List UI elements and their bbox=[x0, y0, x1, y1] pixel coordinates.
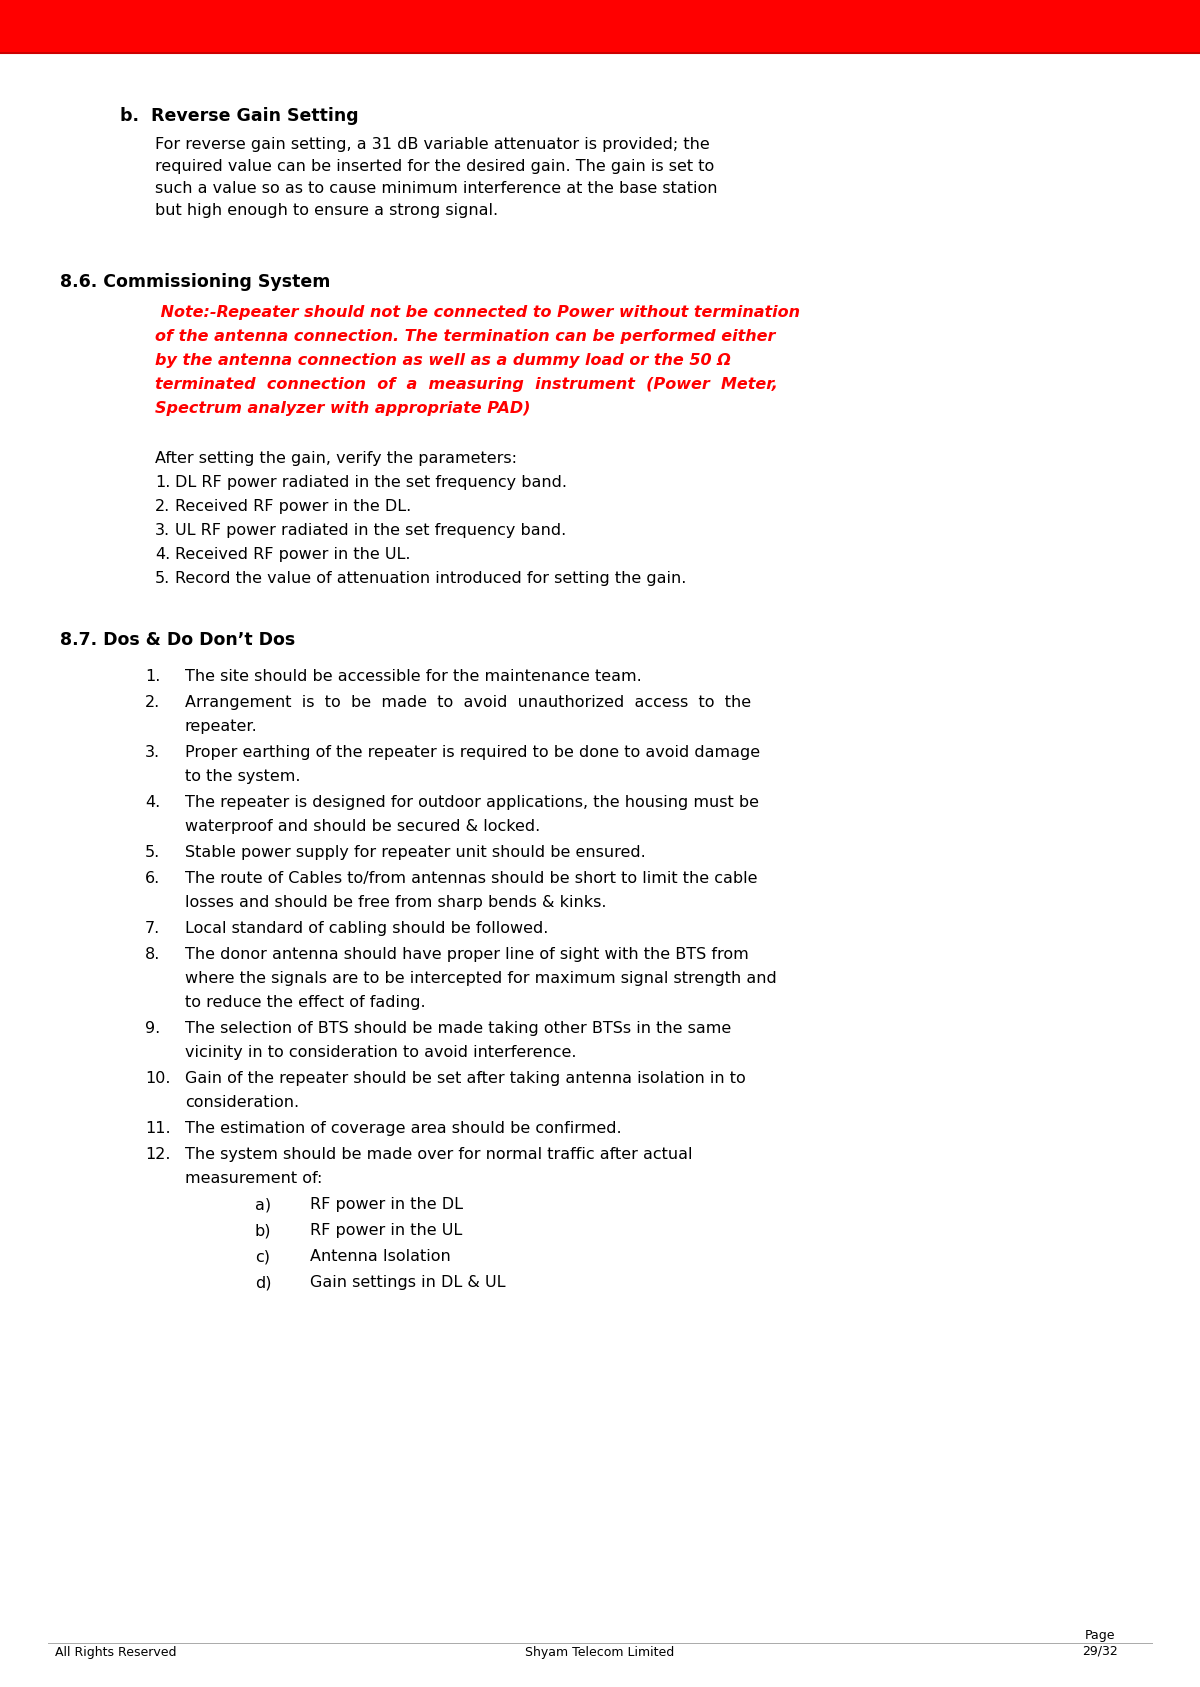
Text: Received RF power in the DL.: Received RF power in the DL. bbox=[175, 499, 412, 515]
Text: The site should be accessible for the maintenance team.: The site should be accessible for the ma… bbox=[185, 670, 642, 683]
Text: The route of Cables to/from antennas should be short to limit the cable: The route of Cables to/from antennas sho… bbox=[185, 870, 757, 886]
Text: Shyam Telecom Limited: Shyam Telecom Limited bbox=[526, 1647, 674, 1658]
Text: SHYAM: SHYAM bbox=[18, 7, 172, 46]
Text: 9.: 9. bbox=[145, 1021, 161, 1036]
Text: measurement of:: measurement of: bbox=[185, 1171, 323, 1186]
Text: repeater.: repeater. bbox=[185, 719, 258, 734]
Text: The selection of BTS should be made taking other BTSs in the same: The selection of BTS should be made taki… bbox=[185, 1021, 731, 1036]
Text: For reverse gain setting, a 31 dB variable attenuator is provided; the: For reverse gain setting, a 31 dB variab… bbox=[155, 137, 709, 152]
Text: Next Generation: Next Generation bbox=[1044, 17, 1186, 32]
Text: The repeater is designed for outdoor applications, the housing must be: The repeater is designed for outdoor app… bbox=[185, 795, 760, 810]
Text: After setting the gain, verify the parameters:: After setting the gain, verify the param… bbox=[155, 450, 517, 466]
Text: 8.6. Commissioning System: 8.6. Commissioning System bbox=[60, 273, 330, 290]
Text: 5.: 5. bbox=[155, 570, 170, 585]
Text: b): b) bbox=[256, 1223, 271, 1238]
Text: Antenna Isolation: Antenna Isolation bbox=[310, 1248, 451, 1264]
Text: 1.: 1. bbox=[145, 670, 161, 683]
Text: of the antenna connection. The termination can be performed either: of the antenna connection. The terminati… bbox=[155, 329, 775, 344]
Text: The system should be made over for normal traffic after actual: The system should be made over for norma… bbox=[185, 1147, 692, 1162]
Text: All Rights Reserved: All Rights Reserved bbox=[55, 1647, 176, 1658]
Text: 6.: 6. bbox=[145, 870, 161, 886]
Text: b.  Reverse Gain Setting: b. Reverse Gain Setting bbox=[120, 106, 359, 125]
Text: Gain of the repeater should be set after taking antenna isolation in to: Gain of the repeater should be set after… bbox=[185, 1071, 745, 1086]
Text: Gain settings in DL & UL: Gain settings in DL & UL bbox=[310, 1275, 505, 1291]
Text: The donor antenna should have proper line of sight with the BTS from: The donor antenna should have proper lin… bbox=[185, 946, 749, 962]
Text: Stable power supply for repeater unit should be ensured.: Stable power supply for repeater unit sh… bbox=[185, 845, 646, 860]
Text: RF power in the DL: RF power in the DL bbox=[310, 1198, 463, 1211]
Text: 2.: 2. bbox=[155, 499, 170, 515]
Text: c): c) bbox=[256, 1248, 270, 1264]
Text: Record the value of attenuation introduced for setting the gain.: Record the value of attenuation introduc… bbox=[175, 570, 686, 585]
Text: Proper earthing of the repeater is required to be done to avoid damage: Proper earthing of the repeater is requi… bbox=[185, 746, 760, 761]
Text: 4.: 4. bbox=[145, 795, 161, 810]
Text: 1.: 1. bbox=[155, 476, 170, 489]
Text: Note:-Repeater should not be connected to Power without termination: Note:-Repeater should not be connected t… bbox=[155, 305, 800, 321]
Text: 7.: 7. bbox=[145, 921, 161, 936]
Text: 5.: 5. bbox=[145, 845, 161, 860]
Text: 8.7. Dos & Do Don’t Dos: 8.7. Dos & Do Don’t Dos bbox=[60, 631, 295, 649]
Text: RF power in the UL: RF power in the UL bbox=[310, 1223, 462, 1238]
Text: 12.: 12. bbox=[145, 1147, 170, 1162]
Text: DL RF power radiated in the set frequency band.: DL RF power radiated in the set frequenc… bbox=[175, 476, 568, 489]
Text: 4.: 4. bbox=[155, 547, 170, 562]
Bar bbox=[0, 0, 1200, 52]
Text: 3.: 3. bbox=[155, 523, 170, 538]
Text: 10.: 10. bbox=[145, 1071, 170, 1086]
Text: to reduce the effect of fading.: to reduce the effect of fading. bbox=[185, 995, 426, 1011]
Text: 8.: 8. bbox=[145, 946, 161, 962]
Text: such a value so as to cause minimum interference at the base station: such a value so as to cause minimum inte… bbox=[155, 181, 718, 196]
Text: d): d) bbox=[256, 1275, 271, 1291]
Text: terminated  connection  of  a  measuring  instrument  (Power  Meter,: terminated connection of a measuring ins… bbox=[155, 376, 778, 391]
Text: losses and should be free from sharp bends & kinks.: losses and should be free from sharp ben… bbox=[185, 896, 606, 909]
Text: consideration.: consideration. bbox=[185, 1095, 299, 1110]
Text: to the system.: to the system. bbox=[185, 769, 300, 784]
Text: a): a) bbox=[256, 1198, 271, 1211]
Text: Arrangement  is  to  be  made  to  avoid  unauthorized  access  to  the: Arrangement is to be made to avoid unaut… bbox=[185, 695, 751, 710]
Text: Spectrum analyzer with appropriate PAD): Spectrum analyzer with appropriate PAD) bbox=[155, 402, 530, 417]
Text: 11.: 11. bbox=[145, 1120, 170, 1135]
Text: The estimation of coverage area should be confirmed.: The estimation of coverage area should b… bbox=[185, 1120, 622, 1135]
Text: 2.: 2. bbox=[145, 695, 161, 710]
Text: Page
29/32: Page 29/32 bbox=[1082, 1630, 1118, 1657]
Text: required value can be inserted for the desired gain. The gain is set to: required value can be inserted for the d… bbox=[155, 159, 714, 174]
Text: Signal Enhancement: Signal Enhancement bbox=[1009, 34, 1186, 47]
Text: UL RF power radiated in the set frequency band.: UL RF power radiated in the set frequenc… bbox=[175, 523, 566, 538]
Text: but high enough to ensure a strong signal.: but high enough to ensure a strong signa… bbox=[155, 202, 498, 218]
Text: where the signals are to be intercepted for maximum signal strength and: where the signals are to be intercepted … bbox=[185, 972, 776, 985]
Text: 3.: 3. bbox=[145, 746, 160, 761]
Text: Received RF power in the UL.: Received RF power in the UL. bbox=[175, 547, 410, 562]
Text: by the antenna connection as well as a dummy load or the 50 Ω: by the antenna connection as well as a d… bbox=[155, 353, 731, 368]
Text: vicinity in to consideration to avoid interference.: vicinity in to consideration to avoid in… bbox=[185, 1044, 576, 1059]
Text: waterproof and should be secured & locked.: waterproof and should be secured & locke… bbox=[185, 818, 540, 833]
Text: Local standard of cabling should be followed.: Local standard of cabling should be foll… bbox=[185, 921, 548, 936]
